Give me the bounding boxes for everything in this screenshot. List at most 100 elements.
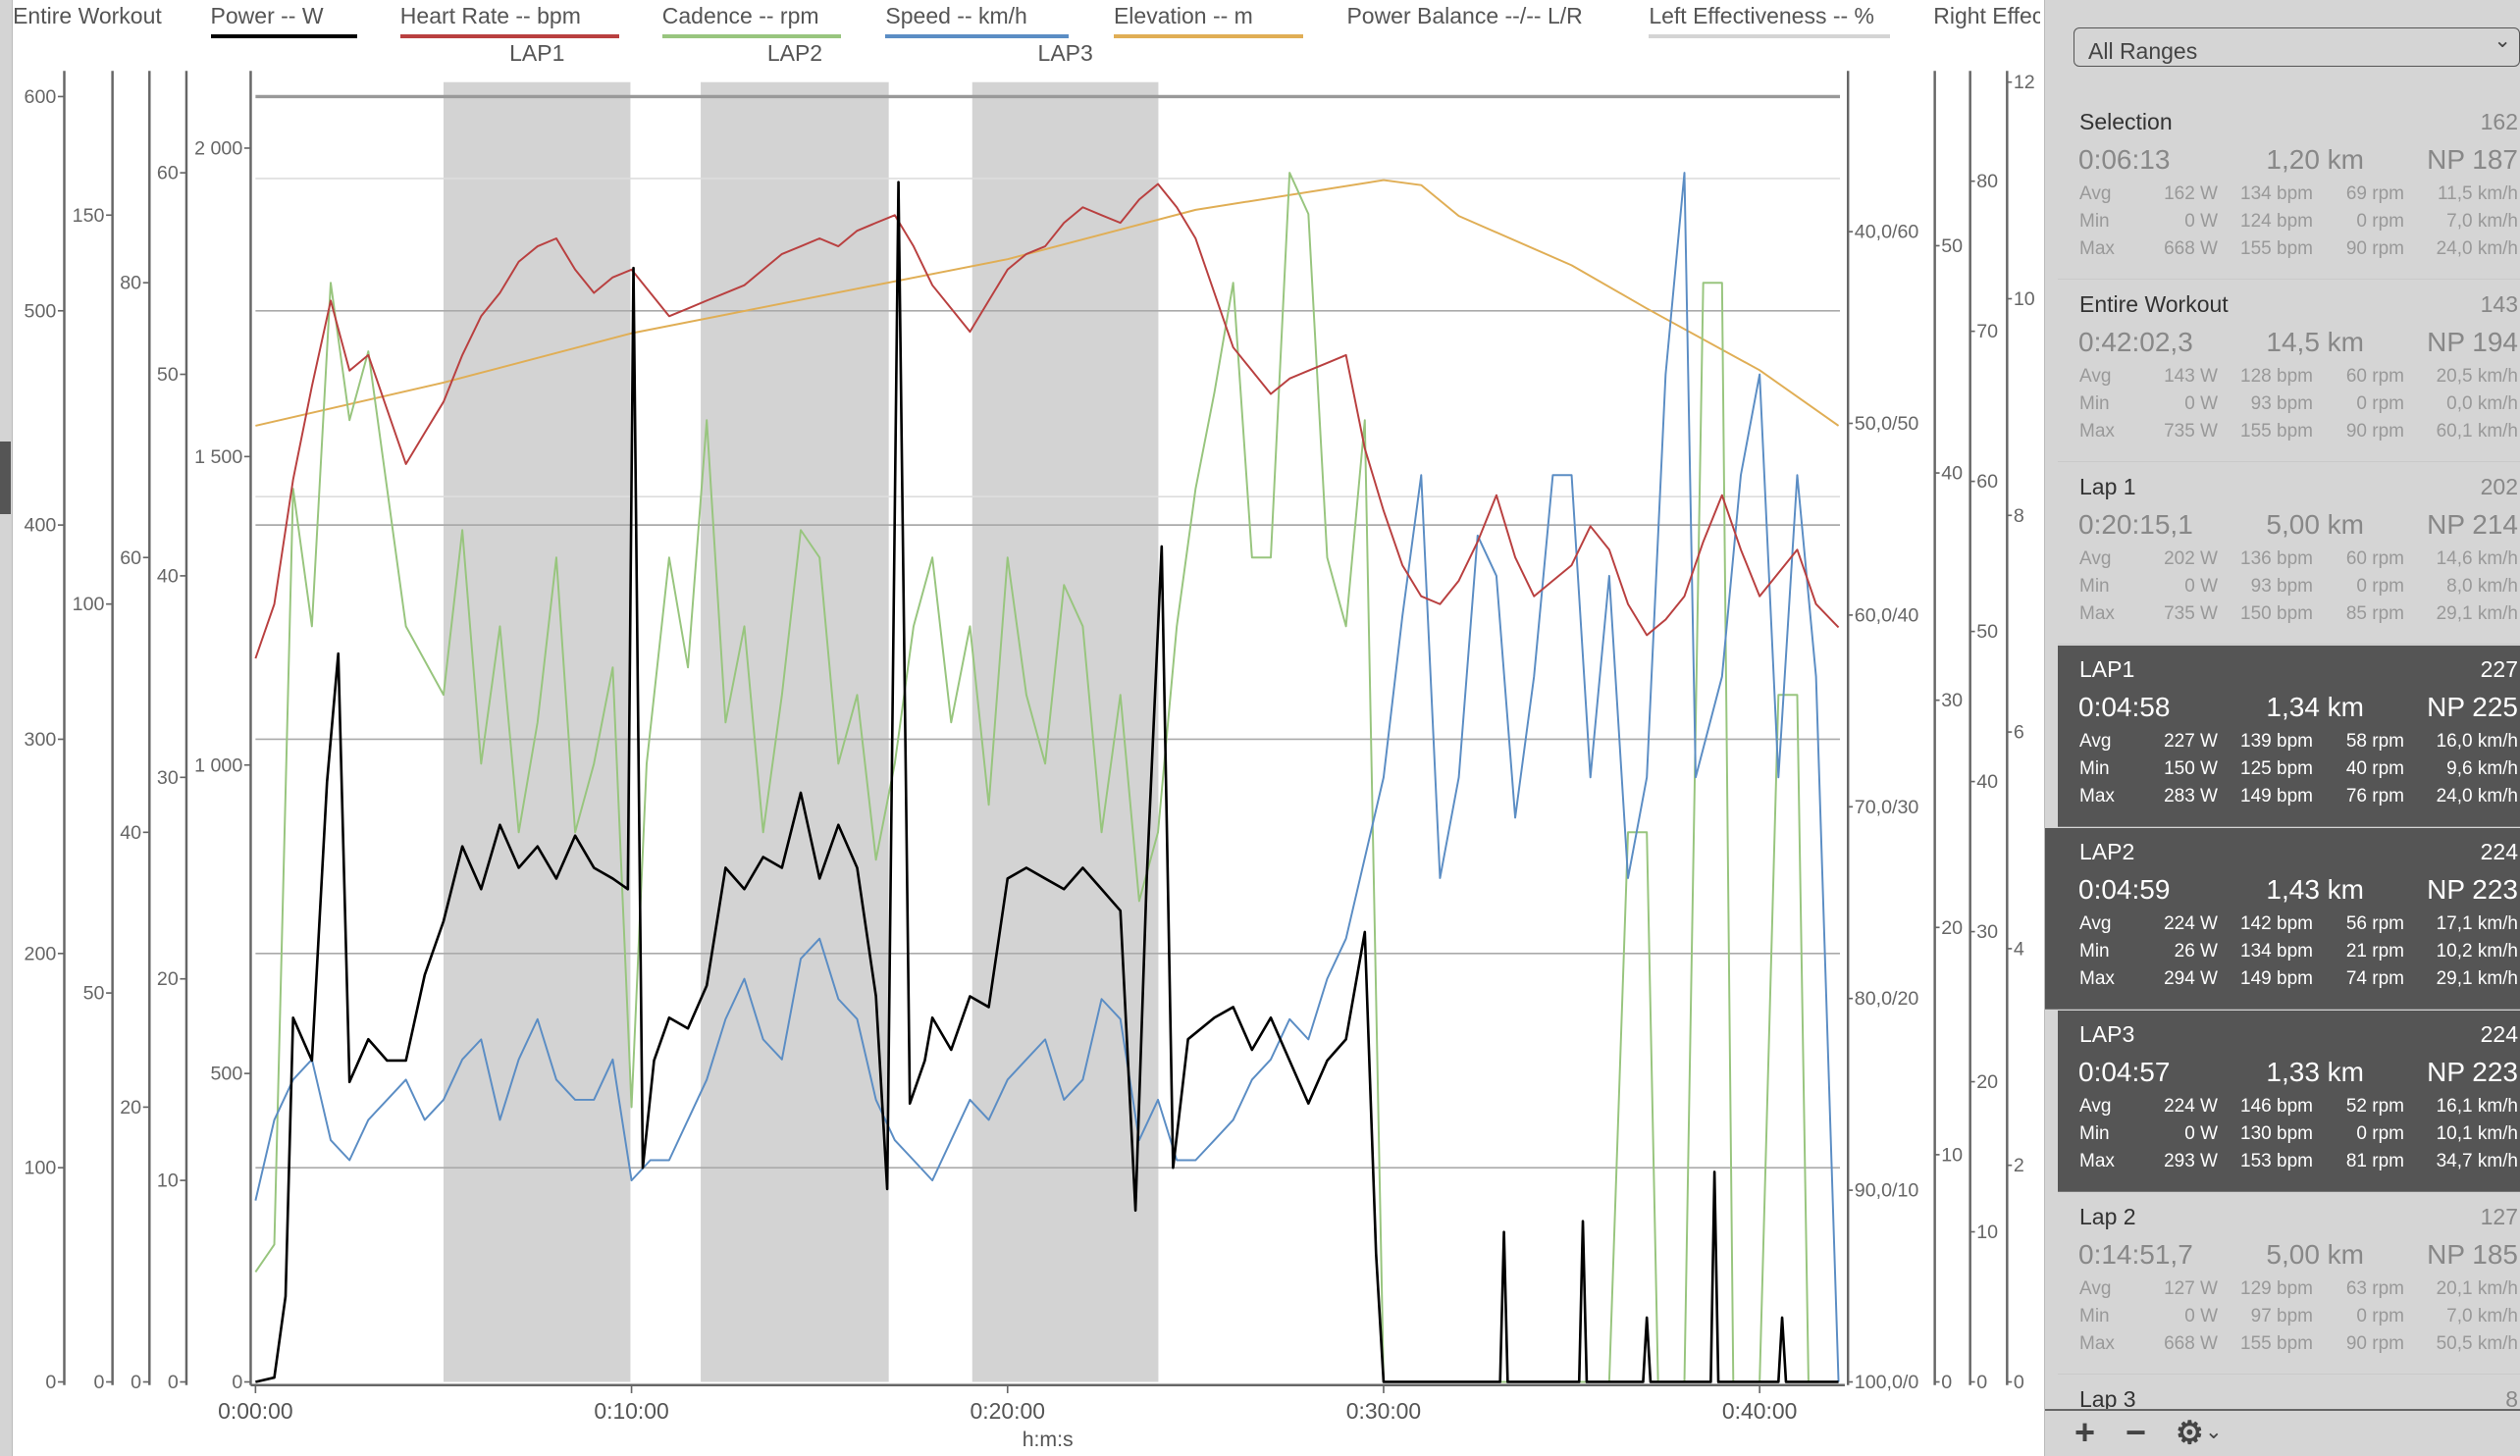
stat-power: 735 W — [2164, 603, 2218, 624]
range-avg-power: 143 — [2480, 291, 2518, 317]
stat-label: Max — [2079, 603, 2115, 624]
y-tick-label: 0 — [131, 1372, 141, 1393]
range-distance: 1,33 km — [2266, 1057, 2364, 1087]
stat-label: Min — [2079, 1123, 2110, 1144]
stat-speed: 34,7 km/h — [2436, 1151, 2518, 1171]
stat-row-min: Min 0 W 130 bpm 0 rpm 10,1 km/h — [2058, 1123, 2520, 1149]
y-tick-label: 20 — [1941, 917, 1963, 939]
stat-heart-rate: 97 bpm — [2250, 1306, 2313, 1326]
legend-item-right[interactable]: Right Effec — [1933, 3, 2040, 33]
range-item-lap-1[interactable]: Lap 1 202 0:20:15,1 5,00 km NP 214 Avg 202 W 13… — [2058, 463, 2520, 645]
stat-power: 294 W — [2164, 968, 2218, 989]
y-tick-label: 60 — [120, 547, 141, 569]
stat-power: 0 W — [2184, 1306, 2218, 1326]
gear-icon[interactable]: ⚙ — [2176, 1415, 2204, 1450]
range-distance: 14,5 km — [2266, 327, 2364, 357]
ranges-panel: All Ranges ⌄ Selection 162 0:06:13 1,20 km N… — [2044, 0, 2520, 1456]
x-axis-label: h:m:s — [1023, 1428, 1074, 1451]
chevron-down-icon: ⌄ — [2494, 29, 2511, 52]
stat-cadence: 76 rpm — [2345, 786, 2404, 806]
range-item-lap-3[interactable]: Lap 3 8 — [2058, 1376, 2520, 1412]
range-filter-dropdown[interactable]: All Ranges ⌄ — [2074, 27, 2520, 67]
legend-item-heart[interactable]: Heart Rate -- bpm — [399, 3, 619, 38]
stat-heart-rate: 136 bpm — [2240, 548, 2313, 569]
y-tick-label: 2 — [2014, 1155, 2024, 1176]
range-item-lap3[interactable]: LAP3 224 0:04:57 1,33 km NP 223 Avg 224 W 146 b… — [2058, 1011, 2520, 1192]
stat-speed: 0,0 km/h — [2446, 393, 2518, 414]
y-tick-label: 30 — [1941, 690, 1963, 711]
range-duration: 0:14:51,7 — [2078, 1239, 2193, 1270]
y-tick-label: 8 — [2014, 505, 2024, 527]
legend-item-power[interactable]: Power -- W — [210, 3, 357, 38]
range-normalized-power: NP 225 — [2427, 692, 2518, 722]
stat-label: Min — [2079, 393, 2110, 414]
lap-region[interactable] — [701, 81, 889, 1382]
stat-row-max: Max 294 W 149 bpm 74 rpm 29,1 km/h — [2045, 968, 2520, 994]
stat-row-min: Min 26 W 134 bpm 21 rpm 10,2 km/h — [2045, 941, 2520, 966]
remove-range-button[interactable]: − — [2126, 1412, 2147, 1452]
stat-label: Avg — [2079, 1278, 2112, 1299]
add-range-button[interactable]: + — [2074, 1412, 2096, 1452]
legend-item-entire[interactable]: Entire Workout — [13, 3, 162, 28]
stat-label: Max — [2079, 421, 2115, 442]
lap-region[interactable] — [971, 81, 1159, 1382]
legend-item-elevation[interactable]: Elevation -- m — [1113, 3, 1304, 38]
stat-speed: 60,1 km/h — [2436, 421, 2518, 442]
range-item-lap2[interactable]: LAP2 224 0:04:59 1,43 km NP 223 Avg 224 W 142 b… — [2045, 828, 2520, 1010]
stat-row-min: Min 0 W 97 bpm 0 rpm 7,0 km/h — [2058, 1306, 2520, 1331]
stat-power: 224 W — [2164, 913, 2218, 934]
stat-heart-rate: 125 bpm — [2240, 758, 2313, 779]
range-title: LAP3 — [2079, 1021, 2135, 1047]
stat-power: 668 W — [2164, 1333, 2218, 1354]
legend-item-speed[interactable]: Speed -- km/h — [885, 3, 1070, 38]
range-item-lap-2[interactable]: Lap 2 127 0:14:51,7 5,00 km NP 185 Avg 127 W 12… — [2058, 1193, 2520, 1375]
y-tick-label: 60 — [1976, 471, 1998, 493]
lap-region[interactable] — [443, 81, 631, 1382]
stat-label: Max — [2079, 238, 2115, 259]
series-line-speed — [254, 172, 1840, 1382]
stat-cadence: 0 rpm — [2356, 393, 2404, 414]
y-tick-label: 20 — [157, 968, 179, 990]
stat-cadence: 52 rpm — [2345, 1096, 2404, 1117]
range-item-lap1[interactable]: LAP1 227 0:04:58 1,34 km NP 225 Avg 227 W 139 b… — [2058, 646, 2520, 827]
stat-row-min: Min 150 W 125 bpm 40 rpm 9,6 km/h — [2058, 758, 2520, 784]
range-title: LAP2 — [2079, 839, 2135, 864]
legend-item-power[interactable]: Power Balance --/-- L/R — [1346, 3, 1583, 28]
stat-cadence: 69 rpm — [2345, 183, 2404, 204]
stat-speed: 29,1 km/h — [2436, 603, 2518, 624]
y-tick-label: 0 — [94, 1372, 105, 1393]
stat-label: Min — [2079, 758, 2110, 779]
stat-speed: 10,1 km/h — [2436, 1123, 2518, 1144]
y-tick-label: 20 — [1976, 1071, 1998, 1093]
chevron-down-icon[interactable]: ⌄ — [2205, 1421, 2223, 1443]
range-normalized-power: NP 223 — [2427, 874, 2518, 905]
legend-item-cadence[interactable]: Cadence -- rpm — [661, 3, 841, 38]
stat-cadence: 40 rpm — [2345, 758, 2404, 779]
stat-row-min: Min 0 W 93 bpm 0 rpm 0,0 km/h — [2058, 393, 2520, 419]
range-avg-power: 8 — [2505, 1386, 2518, 1412]
range-item-selection[interactable]: Selection 162 0:06:13 1,20 km NP 187 Avg 162 W… — [2058, 98, 2520, 280]
stat-heart-rate: 134 bpm — [2240, 941, 2313, 962]
range-item-entire-workout[interactable]: Entire Workout 143 0:42:02,3 14,5 km NP 194 A… — [2058, 281, 2520, 462]
left-scrollbar[interactable] — [0, 0, 13, 1456]
stat-power: 127 W — [2164, 1278, 2218, 1299]
y-tick-label: 60,0/40 — [1855, 604, 1919, 626]
stat-power: 150 W — [2164, 758, 2218, 779]
stat-speed: 20,5 km/h — [2436, 366, 2518, 387]
range-distance: 1,43 km — [2266, 874, 2364, 905]
workout-chart[interactable]: 0100200300400500600050100150020406080010… — [0, 0, 2044, 1456]
stat-label: Avg — [2079, 731, 2112, 752]
y-tick-label: 80 — [120, 273, 141, 294]
stat-label: Avg — [2079, 913, 2112, 934]
x-tick-label: 0:40:00 — [1722, 1398, 1797, 1424]
y-tick-label: 150 — [73, 205, 105, 227]
scrollbar-thumb[interactable] — [0, 442, 11, 514]
stat-cadence: 74 rpm — [2345, 968, 2404, 989]
range-duration: 0:04:57 — [2078, 1057, 2171, 1087]
legend-item-left[interactable]: Left Effectiveness -- % — [1649, 3, 1890, 38]
stat-row-min: Min 0 W 124 bpm 0 rpm 7,0 km/h — [2058, 211, 2520, 236]
stat-power: 224 W — [2164, 1096, 2218, 1117]
stat-row-max: Max 668 W 155 bpm 90 rpm 50,5 km/h — [2058, 1333, 2520, 1359]
y-tick-label: 10 — [157, 1170, 179, 1192]
x-tick-label: 0:30:00 — [1346, 1398, 1421, 1424]
